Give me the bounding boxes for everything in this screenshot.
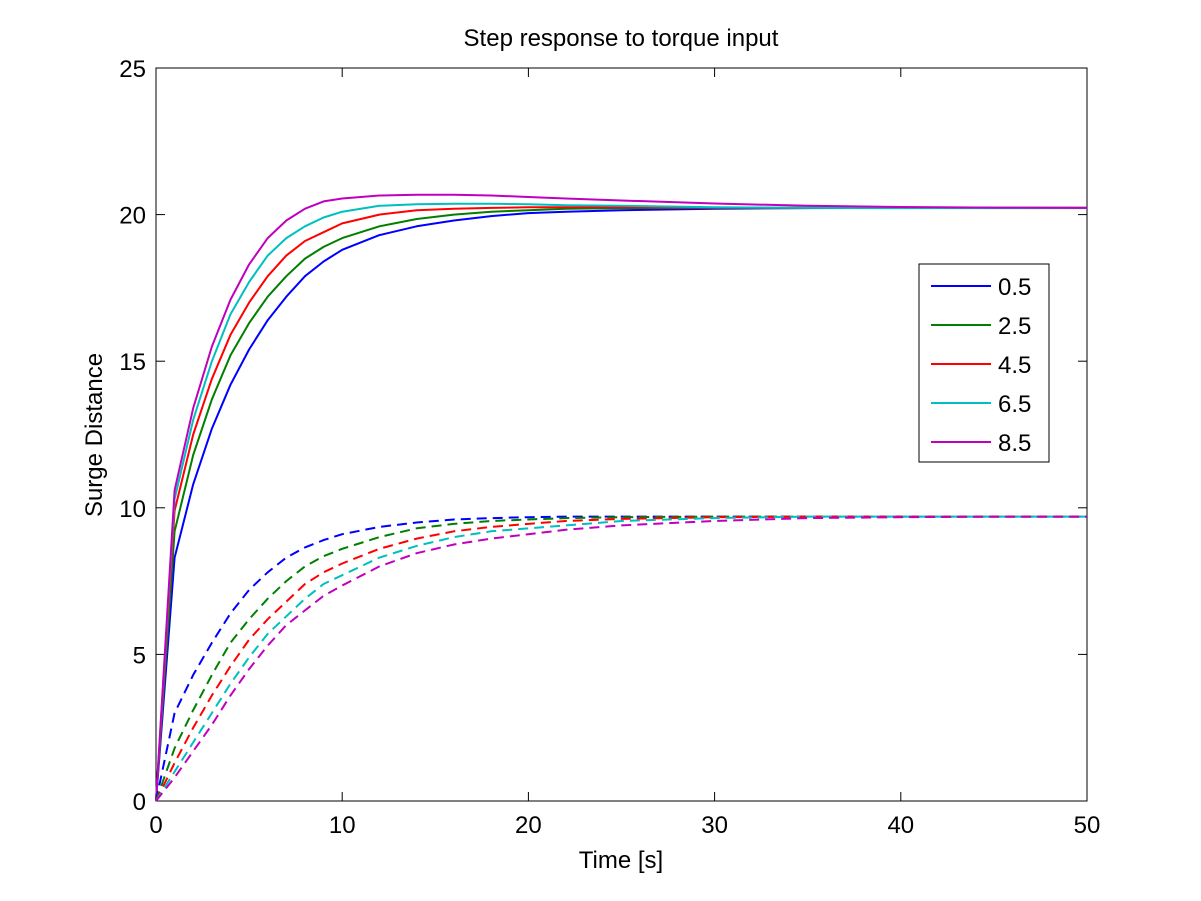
y-tick-label: 25 — [119, 56, 146, 83]
y-tick-label: 5 — [133, 642, 146, 669]
dashed-series-line-7 — [155, 515, 1087, 802]
dashed-series-line-9 — [155, 515, 1087, 802]
legend-label: 8.5 — [998, 430, 1031, 457]
axes-box — [155, 67, 1088, 802]
dashed-series-line-6 — [155, 515, 1087, 802]
y-tick-label: 15 — [119, 349, 146, 376]
series-line-5 — [155, 193, 1088, 802]
x-tick-label: 40 — [887, 812, 914, 839]
series-line-4 — [155, 202, 1087, 802]
y-tick-label: 20 — [119, 203, 146, 230]
dashed-series-line-8 — [155, 515, 1087, 802]
x-tick-label: 30 — [701, 812, 728, 839]
series-group — [155, 193, 1088, 802]
legend-label: 2.5 — [998, 313, 1031, 340]
y-tick-label: 0 — [133, 789, 146, 816]
legend-label: 0.5 — [998, 274, 1031, 301]
y-tick-label: 10 — [119, 496, 146, 523]
legend: 0.5 2.5 4.5 6.5 8.5 — [918, 263, 1050, 463]
plot-area — [155, 67, 1088, 802]
legend-label: 4.5 — [998, 352, 1031, 379]
x-tick-label: 0 — [149, 812, 162, 839]
x-axis-label: Time [s] — [579, 847, 663, 874]
x-tick-label: 50 — [1074, 812, 1101, 839]
dashed-series-line-10 — [155, 515, 1087, 802]
x-tick-label: 10 — [329, 812, 356, 839]
y-axis-label: Surge Distance — [81, 353, 108, 517]
chart-title: Step response to torque input — [464, 25, 779, 52]
x-tick-label: 20 — [515, 812, 542, 839]
ticks: 0 10 20 30 40 50 0 5 10 15 20 25 — [119, 56, 1100, 839]
legend-label: 6.5 — [998, 391, 1031, 418]
